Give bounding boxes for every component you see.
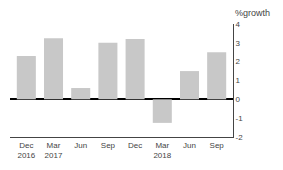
svg-text:Jun: Jun (74, 141, 87, 150)
svg-text:Mar2018: Mar2018 (153, 141, 171, 160)
svg-text:Dec: Dec (128, 141, 142, 150)
svg-text:Dec2016: Dec2016 (17, 141, 35, 160)
svg-text:%growth: %growth (235, 8, 270, 18)
svg-text:Sep: Sep (101, 141, 116, 150)
svg-text:1: 1 (236, 76, 241, 85)
svg-text:Mar2017: Mar2017 (45, 141, 63, 160)
svg-text:4: 4 (236, 20, 241, 29)
svg-text:3: 3 (236, 39, 241, 48)
svg-text:Sep: Sep (210, 141, 225, 150)
svg-text:0: 0 (236, 95, 241, 104)
svg-text:-2: -2 (236, 133, 244, 142)
svg-text:Jun: Jun (183, 141, 196, 150)
svg-text:2: 2 (236, 57, 241, 66)
svg-text:-1: -1 (236, 114, 244, 123)
